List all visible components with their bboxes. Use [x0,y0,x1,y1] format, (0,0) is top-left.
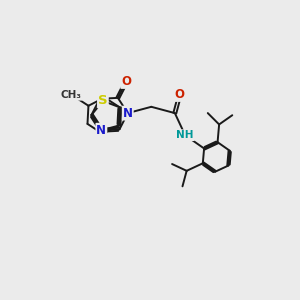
Text: N: N [123,106,133,120]
Text: O: O [121,75,131,88]
Text: S: S [98,94,108,107]
Text: N: N [96,124,106,137]
Text: CH₃: CH₃ [61,90,82,100]
Text: O: O [175,88,185,101]
Text: NH: NH [176,130,194,140]
